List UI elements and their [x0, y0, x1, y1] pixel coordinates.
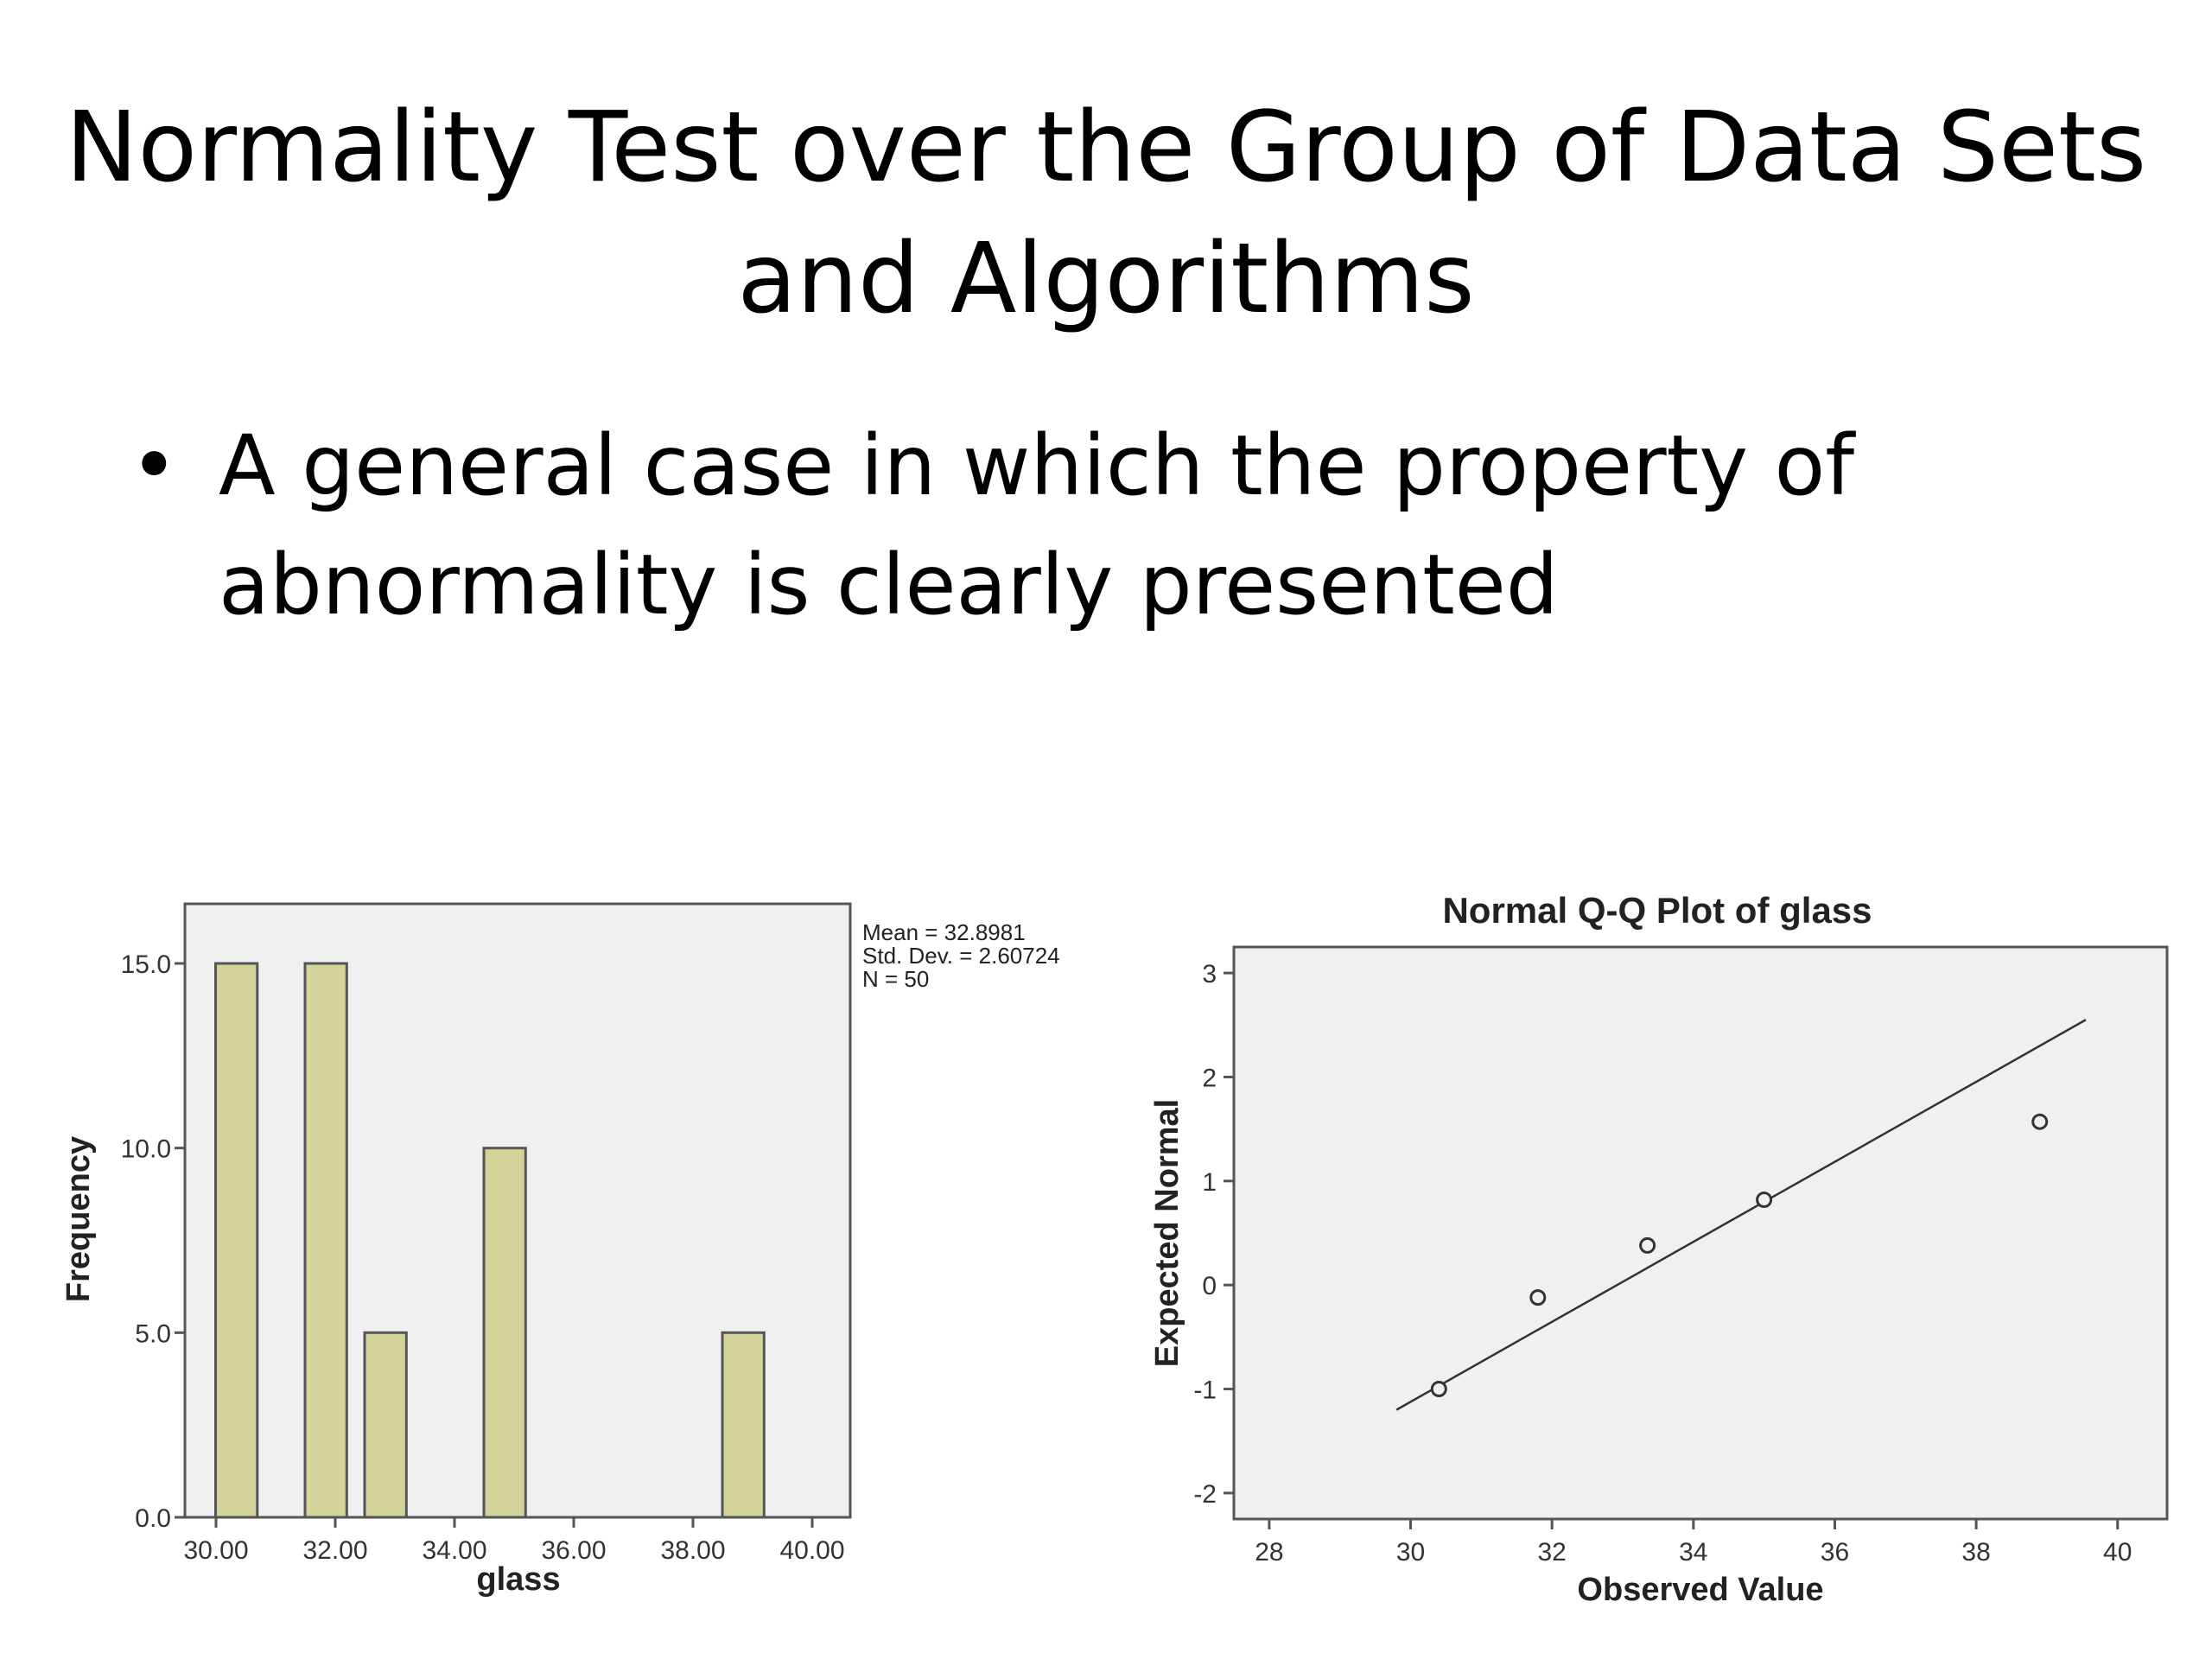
qq-plot-xlabel: Observed Value	[1577, 1572, 1823, 1608]
histogram-y-tick-label: 15.0	[121, 950, 171, 979]
histogram-x-tick-label: 38.00	[660, 1536, 725, 1565]
qq-plot-area	[1232, 945, 2169, 1521]
qq-x-tick-label: 28	[1255, 1538, 1283, 1567]
qq-data-point	[1639, 1236, 1656, 1254]
qq-plot-chart: Normal Q-Q Plot of glass -2 -1 0 1 2 3 28 30 32…	[1149, 890, 2169, 1608]
histogram-x-tick-label: 36.00	[541, 1536, 606, 1565]
slide-title-line-1: Normality Test over the Group of Data Se…	[65, 92, 2147, 204]
qq-plot-ylabel: Expected Normal	[1149, 1099, 1185, 1367]
qq-x-tick-label: 38	[1961, 1538, 1990, 1567]
qq-y-tick-label: -1	[1193, 1376, 1217, 1405]
histogram-bar	[482, 1147, 527, 1519]
histogram-x-tick-label: 34.00	[422, 1536, 486, 1565]
qq-data-point	[1529, 1289, 1547, 1306]
histogram-ylabel: Frequency	[60, 1136, 97, 1302]
histogram-bar	[363, 1331, 408, 1519]
histogram-y-tick-label: 0.0	[135, 1504, 171, 1533]
qq-y-tick-label: 3	[1202, 960, 1217, 988]
qq-x-tick-label: 40	[2103, 1538, 2132, 1567]
qq-reference-line	[1395, 1019, 2087, 1411]
bullet-item: • A general case in which the property o…	[130, 406, 2117, 645]
slide-title: Normality Test over the Group of Data Se…	[0, 82, 2212, 345]
qq-y-tick-label: 0	[1202, 1272, 1217, 1300]
histogram-y-tick-label: 5.0	[135, 1319, 171, 1348]
histogram-bar	[721, 1331, 766, 1519]
qq-plot-title: Normal Q-Q Plot of glass	[1442, 890, 1872, 931]
histogram-x-tick-label: 32.00	[302, 1536, 367, 1565]
qq-y-tick-label: 1	[1202, 1168, 1217, 1197]
qq-data-point	[1430, 1381, 1447, 1397]
histogram-x-tick-label: 30.00	[183, 1536, 248, 1565]
histogram-stat-line: Mean = 32.8981	[862, 919, 1026, 945]
qq-y-tick-label: -2	[1193, 1480, 1217, 1509]
bullet-text-line-2: abnormality is clearly presented	[219, 537, 1559, 633]
histogram-bar	[303, 962, 348, 1519]
histogram-stat-line: Std. Dev. = 2.60724	[862, 943, 1060, 969]
bullet-text-line-1: A general case in which the property of	[219, 417, 1855, 514]
qq-x-tick-label: 34	[1679, 1538, 1707, 1567]
histogram-stat-line: N = 50	[862, 966, 929, 992]
qq-data-point	[2031, 1113, 2049, 1130]
histogram-chart: 0.0 5.0 10.0 15.0 30.00 32.00 34.00 36.00 38.00…	[60, 902, 1060, 1598]
histogram-y-tick-label: 10.0	[121, 1135, 171, 1164]
bullet-dot-icon: •	[130, 417, 179, 514]
qq-data-point	[1756, 1192, 1773, 1208]
qq-x-tick-label: 36	[1821, 1538, 1849, 1567]
slide-title-line-2: and Algorithms	[737, 223, 1475, 335]
histogram-x-tick-label: 40.00	[779, 1536, 844, 1565]
qq-y-tick-label: 2	[1202, 1064, 1217, 1092]
histogram-xlabel: glass	[476, 1561, 560, 1598]
qq-x-tick-label: 30	[1396, 1538, 1425, 1567]
bullet-list: • A general case in which the property o…	[130, 406, 2117, 645]
histogram-bar	[214, 962, 259, 1519]
qq-x-tick-label: 32	[1537, 1538, 1566, 1567]
